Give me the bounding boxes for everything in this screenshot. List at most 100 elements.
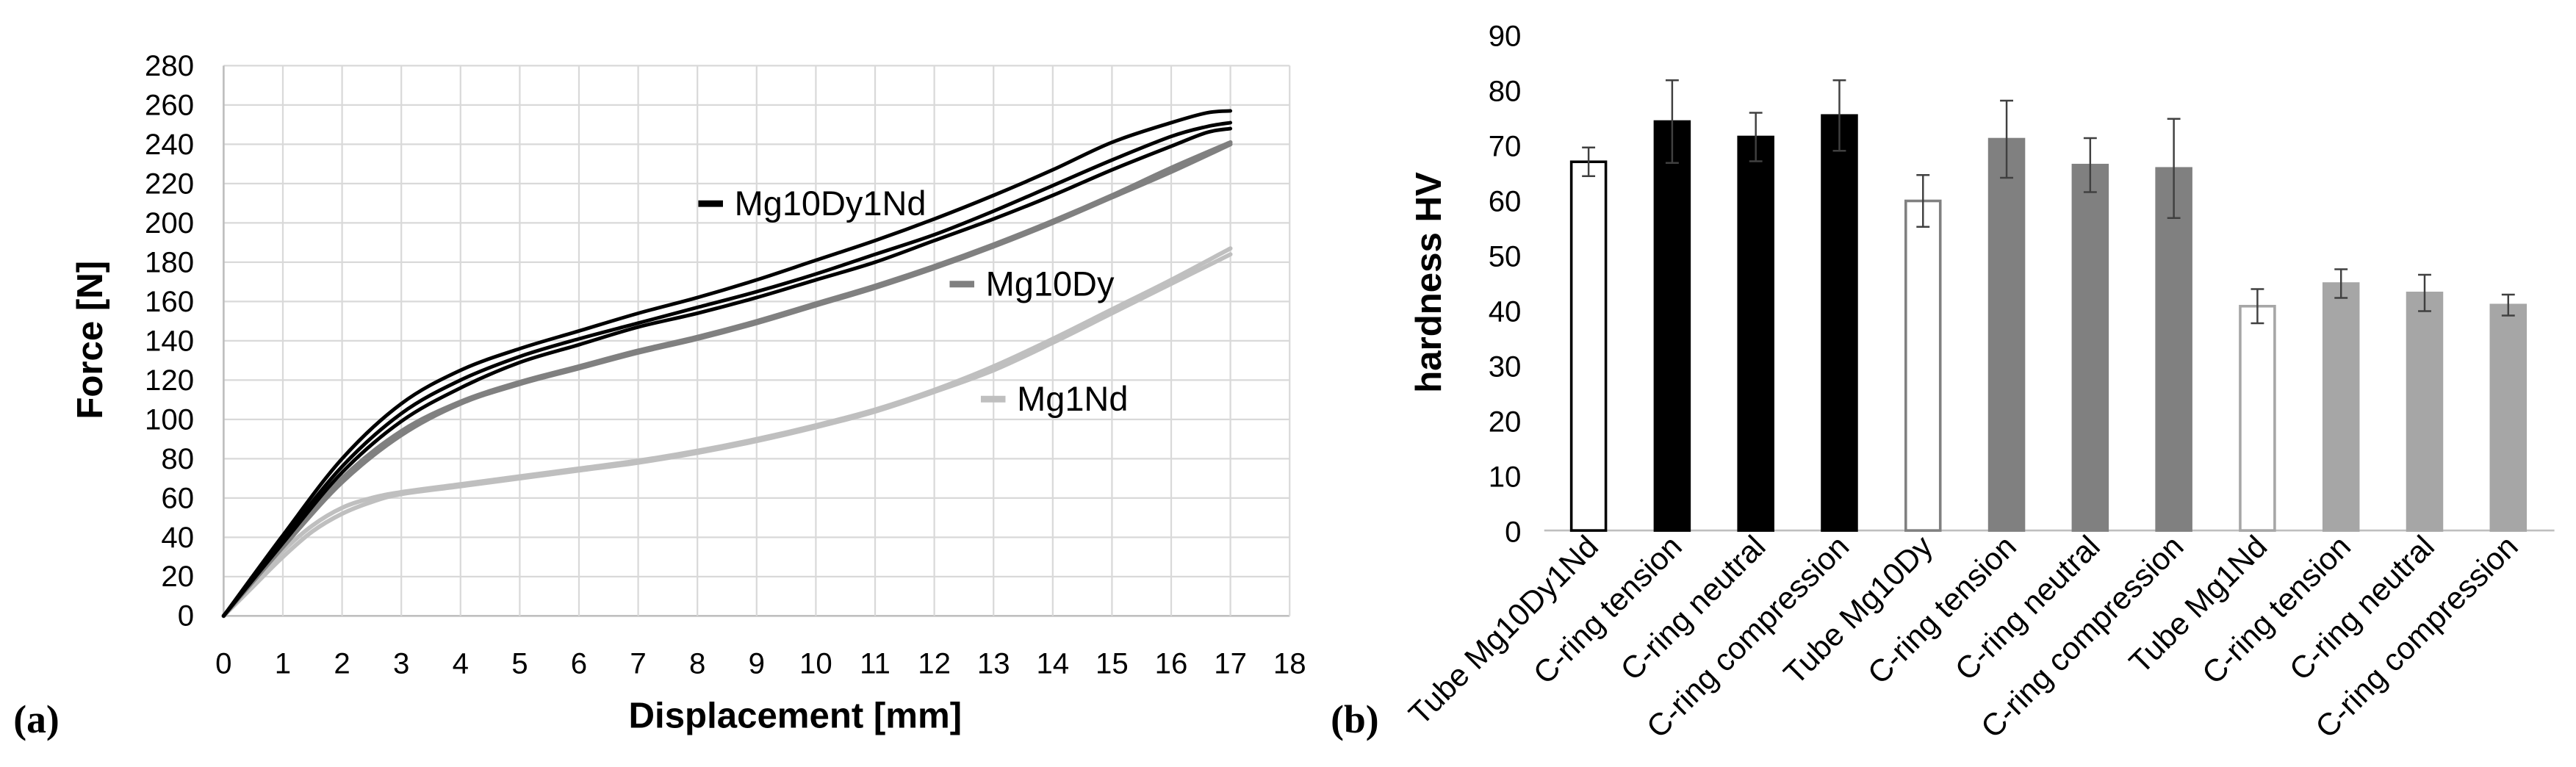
error-bar-4: [1832, 79, 1846, 152]
y-tick-label: 20: [1489, 406, 1522, 439]
y-tick-label: 80: [1489, 75, 1522, 108]
x-tick-label: 11: [860, 647, 891, 680]
bar-10: [2322, 282, 2360, 532]
bar-3: [1737, 135, 1774, 532]
x-tick-label: 4: [453, 647, 469, 680]
curve-mg10dy-2: [221, 142, 1233, 619]
error-bar-5: [1916, 174, 1930, 228]
category-label: C-ring neutral: [1614, 529, 1772, 687]
category-label: C-ring neutral: [1949, 529, 2107, 687]
category-label: C-ring neutral: [2283, 529, 2441, 687]
x-tick-label: 6: [571, 647, 587, 680]
force-displacement-chart: 0 20 40 60 80 100 120 140 160 180 200 220 240 260 280 0…: [13, 49, 1306, 741]
x-tick-label: 17: [1214, 647, 1247, 680]
x-tick-label: 13: [977, 647, 1010, 680]
y-tick-label: 60: [161, 481, 194, 514]
x-tick-label: 18: [1273, 647, 1306, 680]
bar-1: [1569, 160, 1608, 532]
x-tick-label: 16: [1155, 647, 1188, 680]
legend-label-mg10dy: Mg10Dy: [986, 264, 1115, 303]
bar-2: [1653, 120, 1691, 532]
y-tick-label: 50: [1489, 240, 1522, 273]
x-tick-label: 12: [918, 647, 951, 680]
y-tick-label: 220: [145, 167, 194, 200]
bar-7: [2071, 163, 2109, 532]
y-tick-label: 140: [145, 324, 194, 357]
y-tick-label: 10: [1489, 461, 1522, 494]
x-tick-label: 8: [689, 647, 705, 680]
chart-a-x-axis-title: Displacement [mm]: [629, 695, 963, 735]
curve-mg10dy1nd-2: [221, 120, 1233, 618]
chart-a-y-axis-title: Force [N]: [70, 261, 110, 419]
y-tick-label: 200: [145, 206, 194, 240]
x-tick-label: 2: [334, 647, 350, 680]
y-tick-label: 70: [1489, 130, 1522, 163]
legend-label-mg1nd: Mg1Nd: [1017, 380, 1128, 418]
x-tick-label: 14: [1036, 647, 1069, 680]
y-tick-label: 40: [1489, 295, 1522, 328]
curve-mg10dy1nd-1: [221, 109, 1233, 618]
curve-mg10dy1nd-3: [221, 126, 1233, 618]
y-tick-label: 180: [145, 245, 194, 278]
error-bar-12: [2501, 293, 2515, 317]
chart-b-y-axis-title: hardness HV: [1408, 172, 1449, 393]
category-label: C-ring tension: [2195, 529, 2357, 691]
error-bar-2: [1665, 79, 1679, 164]
category-label: Tube Mg10Dy: [1777, 528, 1940, 691]
y-tick-label: 160: [145, 285, 194, 318]
chart-a-grid: [223, 65, 1291, 617]
y-tick-label: 120: [145, 364, 194, 397]
legend-label-mg10dy1nd: Mg10Dy1Nd: [735, 184, 927, 223]
error-bar-7: [2083, 137, 2097, 193]
y-tick-label: 60: [1489, 185, 1522, 218]
chart-a-curves: [221, 109, 1233, 619]
panel-label-a: (a): [13, 697, 60, 741]
x-tick-label: 3: [393, 647, 409, 680]
chart-b-tick-labels: 0 10 20 30 40 50 60 70 80 90: [1489, 20, 1522, 549]
x-tick-label: 15: [1095, 647, 1129, 680]
hardness-bar-chart: 0 10 20 30 40 50 60 70 80 90 Tube Mg10Dy1NdC-ring…: [1331, 20, 2555, 744]
error-bar-9: [2251, 288, 2264, 325]
bar-9: [2239, 304, 2276, 532]
y-tick-label: 100: [145, 403, 194, 436]
bar-11: [2406, 291, 2444, 532]
chart-b-error-bars: [1582, 79, 2515, 325]
error-bar-8: [2167, 118, 2181, 219]
curve-mg1nd-1: [221, 246, 1233, 619]
y-tick-label: 30: [1489, 350, 1522, 384]
x-tick-label: 9: [749, 647, 765, 680]
chart-a-inline-legend: Mg10Dy1Nd Mg10Dy Mg1Nd: [698, 184, 1128, 418]
y-tick-label: 280: [145, 49, 194, 82]
error-bar-11: [2418, 273, 2431, 312]
panel-label-b: (b): [1331, 697, 1379, 741]
error-bar-6: [2000, 99, 2013, 179]
y-tick-label: 0: [1505, 516, 1521, 549]
bar-8: [2155, 167, 2192, 532]
bar-6: [1987, 137, 2026, 532]
curve-mg1nd-2: [221, 252, 1233, 619]
error-bar-1: [1582, 146, 1596, 177]
bar-12: [2489, 303, 2528, 532]
chart-a-tick-labels: 0 20 40 60 80 100 120 140 160 180 200 220 240 260 280 0…: [145, 49, 1306, 680]
x-tick-label: 7: [630, 647, 646, 680]
y-tick-label: 0: [178, 599, 194, 633]
x-tick-label: 1: [275, 647, 291, 680]
error-bar-10: [2334, 268, 2348, 299]
bar-4: [1821, 114, 1858, 532]
y-tick-label: 240: [145, 128, 194, 161]
x-tick-label: 10: [799, 647, 832, 680]
y-tick-label: 20: [161, 560, 194, 593]
y-tick-label: 80: [161, 442, 194, 475]
x-tick-label: 0: [215, 647, 231, 680]
chart-b-bars: [1544, 114, 2555, 532]
error-bar-3: [1749, 112, 1763, 162]
category-label: C-ring tension: [1861, 529, 2023, 691]
x-tick-label: 5: [511, 647, 528, 680]
y-tick-label: 40: [161, 521, 194, 554]
y-tick-label: 260: [145, 88, 194, 121]
bar-5: [1904, 199, 1942, 532]
category-label: C-ring tension: [1527, 529, 1688, 691]
y-tick-label: 90: [1489, 20, 1522, 53]
